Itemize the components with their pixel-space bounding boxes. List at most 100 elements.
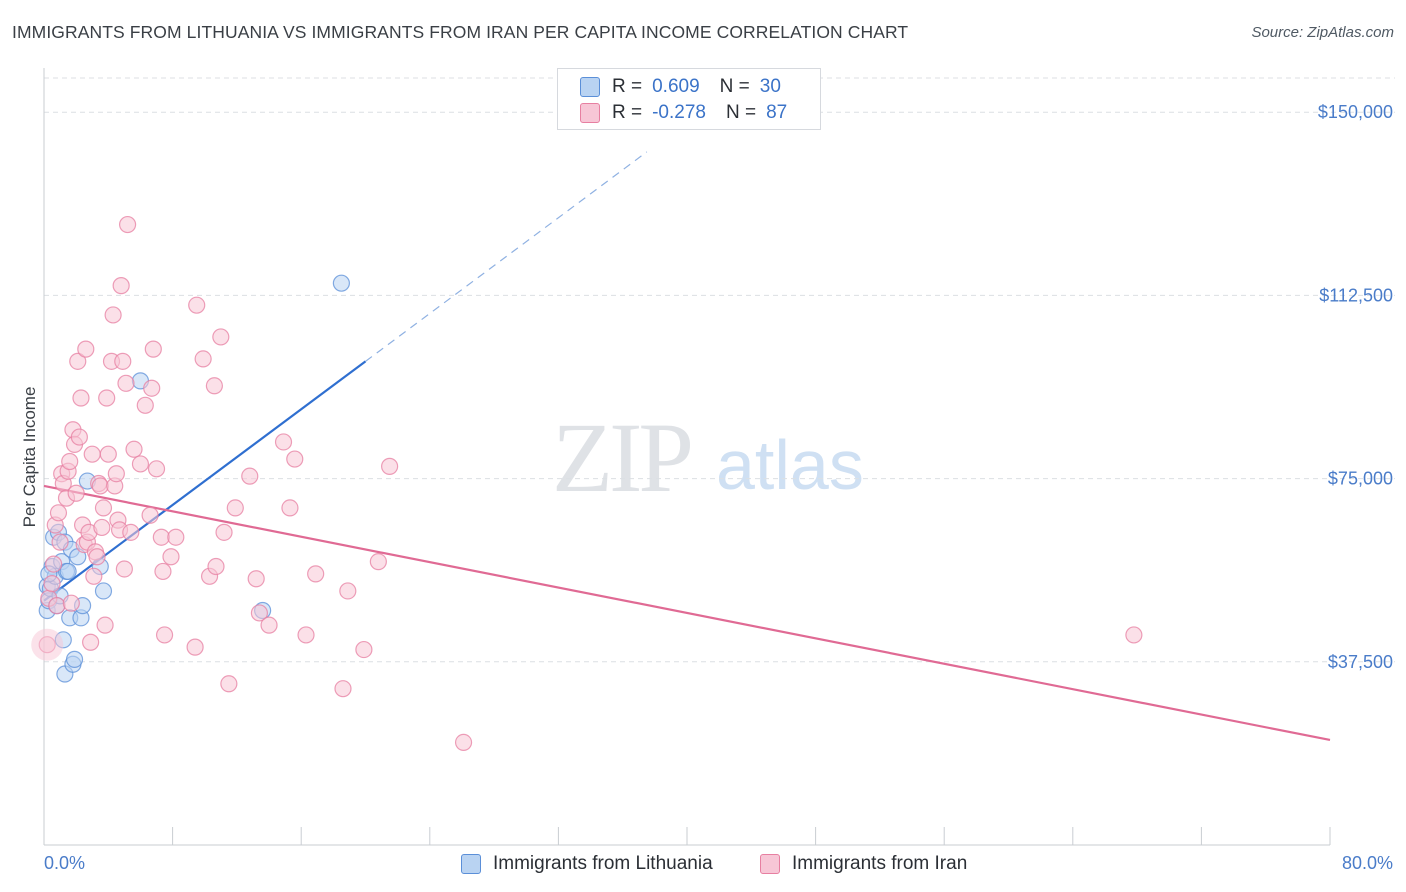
iran-point xyxy=(212,328,230,346)
iran-point xyxy=(61,452,79,471)
watermark-atlas: atlas xyxy=(716,426,864,504)
iran-point xyxy=(188,296,206,314)
iran-point xyxy=(136,396,154,414)
chart-title: IMMIGRANTS FROM LITHUANIA VS IMMIGRANTS … xyxy=(12,22,909,42)
iran-point xyxy=(70,428,88,446)
legend-item-iran[interactable]: Immigrants from Iran xyxy=(760,851,967,877)
iran-point xyxy=(48,597,66,615)
iran-point xyxy=(67,484,85,502)
iran-point xyxy=(143,379,161,397)
n-label: N = xyxy=(719,76,750,97)
pink-swatch-icon xyxy=(760,854,780,874)
trend-lines xyxy=(43,151,1331,742)
iran-point xyxy=(152,528,170,546)
y-tick-label: $75,000 xyxy=(1328,469,1393,489)
iran-point xyxy=(334,680,352,698)
iran-point xyxy=(147,460,166,478)
iran-point xyxy=(118,215,137,234)
iran-point xyxy=(98,389,116,407)
iran-point xyxy=(51,533,69,551)
y-axis-title: Per Capita Income xyxy=(20,387,39,528)
iran-point xyxy=(144,340,162,358)
y-tick-label: $37,500 xyxy=(1328,652,1393,672)
iran-point xyxy=(220,675,238,693)
iran-point xyxy=(77,340,95,358)
iran-point xyxy=(260,616,278,634)
axes xyxy=(43,68,1331,846)
iran-point xyxy=(355,640,373,659)
x-tick-label: 80.0% xyxy=(1342,853,1393,873)
iran-point xyxy=(250,604,269,622)
iran-point xyxy=(82,633,100,651)
iran-trend-line xyxy=(43,484,1331,742)
iran-point xyxy=(117,374,135,392)
iran-point xyxy=(167,528,185,546)
iran-point xyxy=(104,306,122,324)
iran-point xyxy=(281,499,299,517)
iran-point-cluster xyxy=(31,628,64,661)
iran-point xyxy=(205,377,223,395)
blue-swatch-icon xyxy=(580,77,600,97)
iran-point xyxy=(297,626,315,644)
iran-point xyxy=(85,567,103,585)
legend-row-iran: R = -0.278 N = 87 xyxy=(580,100,787,126)
iran-point xyxy=(114,352,132,370)
iran-point xyxy=(274,433,293,451)
iran-point xyxy=(207,557,225,576)
iran-point xyxy=(125,440,143,458)
iran-point xyxy=(99,445,117,463)
iran-point xyxy=(226,499,244,517)
pink-swatch-icon xyxy=(580,103,600,123)
iran-point xyxy=(1125,626,1143,644)
iran-point xyxy=(339,582,357,600)
iran-point xyxy=(186,638,204,656)
iran-point xyxy=(45,555,63,573)
iran-point xyxy=(112,277,130,295)
n-label: N = xyxy=(725,102,757,123)
legend-label-lithuania: Immigrants from Lithuania xyxy=(493,853,713,874)
legend-label-iran: Immigrants from Iran xyxy=(792,853,968,874)
iran-point xyxy=(369,553,387,571)
iran-point xyxy=(241,467,259,485)
iran-point xyxy=(131,455,150,473)
iran-point xyxy=(215,523,233,541)
iran-point xyxy=(107,465,125,483)
y-tick-label: $150,000 xyxy=(1318,102,1393,122)
legend-row-lithuania: R = 0.609 N = 30 xyxy=(580,74,781,100)
r-value: -0.278 xyxy=(652,102,706,123)
iran-point xyxy=(155,626,174,644)
watermark-zip: ZIP xyxy=(552,402,694,513)
iran-point xyxy=(154,562,172,581)
legend-item-lithuania[interactable]: Immigrants from Lithuania xyxy=(461,851,713,877)
iran-point xyxy=(307,565,325,583)
iran-point xyxy=(115,560,133,578)
lithuania-point xyxy=(94,582,113,600)
iran-point xyxy=(43,575,61,593)
blue-swatch-icon xyxy=(461,854,481,874)
iran-point xyxy=(69,352,87,370)
iran-point xyxy=(162,548,180,566)
iran-point xyxy=(96,616,114,634)
lithuania-point xyxy=(59,562,77,581)
axis-labels: $37,500 $75,000 $112,500 $150,000 0.0% 80.0% P… xyxy=(20,102,1393,873)
y-tick-label: $112,500 xyxy=(1319,285,1393,305)
iran-point xyxy=(93,518,111,537)
x-tick-label: 0.0% xyxy=(44,853,85,873)
source-credit: Source: ZipAtlas.com xyxy=(1251,24,1394,41)
lithuania-trend-extension xyxy=(365,151,648,362)
correlation-legend: R = 0.609 N = 30 R = -0.278 N = 87 xyxy=(557,68,821,130)
iran-point xyxy=(141,506,159,524)
iran-point xyxy=(247,570,265,588)
n-value: 87 xyxy=(766,102,788,123)
iran-point xyxy=(49,504,68,522)
iran-point xyxy=(286,450,304,468)
lithuania-point xyxy=(65,650,84,668)
r-value: 0.609 xyxy=(652,76,700,97)
iran-point xyxy=(454,733,473,752)
iran-point xyxy=(72,389,90,407)
gridlines xyxy=(44,77,1395,663)
r-label: R = xyxy=(612,102,643,123)
iran-point xyxy=(62,594,80,612)
iran-point xyxy=(83,445,101,463)
